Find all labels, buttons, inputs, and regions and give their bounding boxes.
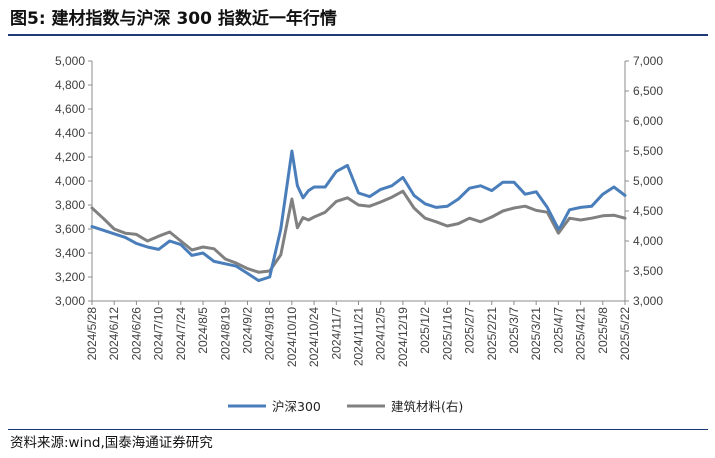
x-tick-label: 2024/5/28 [85, 307, 99, 361]
figure-title: 图5: 建材指数与沪深 300 指数近一年行情 [10, 9, 337, 29]
x-tick-label: 2025/4/21 [574, 307, 588, 361]
x-tick-label: 2025/3/21 [529, 307, 543, 361]
y-left-tick-label: 3,200 [55, 270, 85, 284]
source-note: 资料来源:wind,国泰海通证券研究 [10, 435, 213, 451]
source-rule [8, 429, 708, 430]
y-left-tick-label: 3,600 [55, 222, 85, 236]
x-tick-label: 2024/7/10 [152, 307, 166, 361]
y-left-tick-label: 4,400 [55, 126, 85, 140]
y-left-tick-label: 4,600 [55, 102, 85, 116]
y-left-tick-label: 5,000 [55, 54, 85, 68]
x-tick-label: 2024/11/7 [329, 307, 343, 360]
x-tick-label: 2024/8/5 [196, 307, 210, 354]
y-right-tick-label: 3,000 [633, 294, 663, 308]
series-layer [90, 149, 627, 283]
x-tick-label: 2025/1/2 [418, 307, 432, 354]
x-tick-label: 2024/9/2 [240, 307, 254, 354]
x-tick-label: 2025/5/8 [596, 307, 610, 354]
legend: 沪深300 建筑材料(右) [228, 399, 463, 414]
y-right-tick-label: 5,000 [633, 174, 663, 188]
x-tick-label: 2024/10/24 [307, 307, 321, 367]
x-tick-label: 2024/7/24 [174, 307, 188, 361]
y-right-tick-label: 7,000 [633, 54, 663, 68]
x-tick-label: 2024/9/18 [263, 307, 277, 361]
series-line-right [90, 189, 627, 274]
legend-label: 建筑材料(右) [391, 399, 463, 414]
x-tick-label: 2025/5/22 [618, 307, 632, 361]
x-tick-label: 2025/1/16 [440, 307, 454, 361]
series-line-left [90, 149, 627, 283]
x-tick-label: 2024/6/12 [107, 307, 121, 361]
y-left-tick-label: 4,000 [55, 174, 85, 188]
legend-label: 沪深300 [272, 399, 321, 414]
axes: 3,000 3,200 3,400 3,600 3,800 4,000 4,200 4,400… [55, 54, 663, 367]
x-tick-label: 2025/2/21 [485, 307, 499, 361]
y-left-tick-label: 3,800 [55, 198, 85, 212]
x-tick-label: 2024/6/26 [129, 307, 143, 361]
y-right-tick-label: 6,000 [633, 114, 663, 128]
y-right-tick-label: 3,500 [633, 264, 663, 278]
x-tick-label: 2024/10/10 [285, 307, 299, 367]
x-tick-label: 2025/2/7 [463, 307, 477, 354]
x-tick-label: 2024/12/19 [396, 307, 410, 367]
y-right-tick-label: 4,000 [633, 234, 663, 248]
y-left-tick-label: 3,400 [55, 246, 85, 260]
y-right-tick-label: 4,500 [633, 204, 663, 218]
y-right-tick-label: 5,500 [633, 144, 663, 158]
x-tick-label: 2024/8/19 [218, 307, 232, 361]
x-tick-label: 2024/12/5 [374, 307, 388, 361]
y-left-tick-label: 4,200 [55, 150, 85, 164]
x-tick-label: 2024/11/21 [352, 307, 366, 366]
x-tick-label: 2025/4/7 [551, 307, 565, 354]
title-rule [8, 34, 708, 36]
y-left-tick-label: 4,800 [55, 78, 85, 92]
y-right-tick-label: 6,500 [633, 84, 663, 98]
y-left-tick-label: 3,000 [55, 294, 85, 308]
x-tick-label: 2025/3/7 [507, 307, 521, 354]
